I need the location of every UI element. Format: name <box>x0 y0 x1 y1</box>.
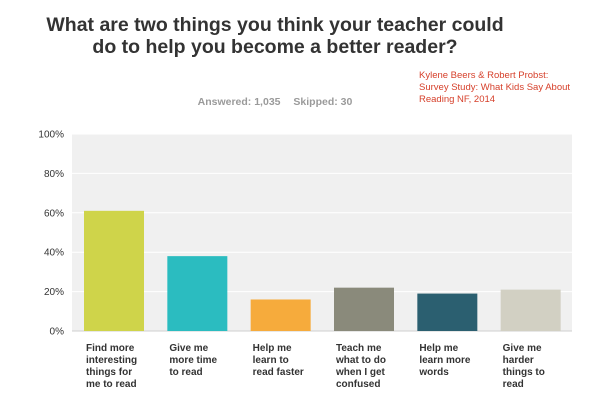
category-label: Give me more time to read <box>169 343 217 378</box>
answered-count: Answered: 1,035 <box>197 96 281 108</box>
skipped-count: Skipped: 30 <box>293 96 353 108</box>
response-stats: Answered: 1,035 Skipped: 30 <box>120 96 430 108</box>
plot-area <box>72 134 572 331</box>
bar <box>334 287 394 331</box>
bar <box>84 210 144 331</box>
y-tick-label: 60% <box>44 208 64 219</box>
category-label: Teach me what to do when I get confused <box>335 343 386 390</box>
citation-line-3: Reading NF, 2014 <box>419 94 496 105</box>
citation-line-1: Kylene Beers & Robert Probst: <box>419 70 549 81</box>
chart-title: What are two things you think your teach… <box>46 14 504 58</box>
bar <box>500 289 561 331</box>
y-tick-label: 20% <box>44 287 64 298</box>
citation-line-2: Survey Study: What Kids Say About <box>419 82 571 93</box>
y-tick-label: 40% <box>44 248 64 259</box>
category-label: Help me learn more words <box>418 343 471 378</box>
category-label: Help me learn to read faster <box>253 343 304 378</box>
bar <box>167 256 228 331</box>
citation: Kylene Beers & Robert Probst: Survey Stu… <box>419 70 589 106</box>
category-label: Give me harder things to read <box>503 343 545 390</box>
y-tick-label: 100% <box>38 130 64 141</box>
y-tick-label: 0% <box>50 327 65 338</box>
bar <box>417 293 478 331</box>
bar <box>250 299 311 331</box>
category-label: Find more interesting things for me to read <box>86 343 137 390</box>
y-tick-label: 80% <box>44 169 64 180</box>
